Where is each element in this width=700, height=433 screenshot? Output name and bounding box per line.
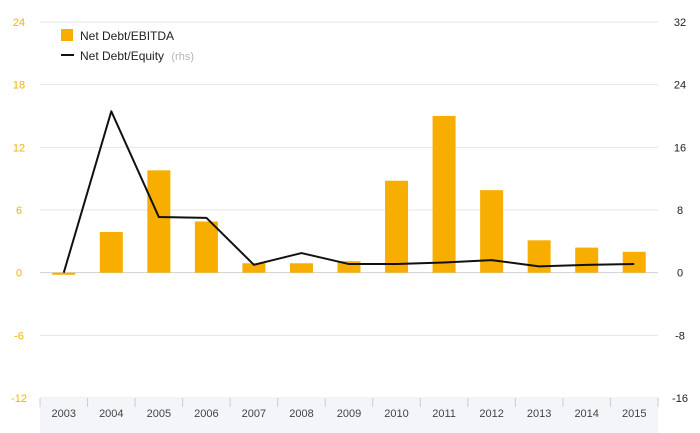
x-tick-label: 2013 <box>527 408 551 420</box>
y-right-tick-label: 8 <box>677 205 683 217</box>
bar-2014 <box>575 247 599 273</box>
y-right-tick-label: 16 <box>674 142 686 154</box>
bar-2013 <box>527 240 551 273</box>
bar-2008 <box>289 263 313 273</box>
x-axis-band <box>40 398 658 433</box>
x-tick-label: 2009 <box>337 408 361 420</box>
bar-2011 <box>432 116 456 273</box>
y-left-tick-label: 0 <box>16 268 22 280</box>
y-left-tick-label: 18 <box>13 80 25 92</box>
bar-2004 <box>99 231 123 273</box>
bar-2007 <box>242 263 266 273</box>
y-left-tick-label: -6 <box>14 330 24 342</box>
x-tick-label: 2003 <box>52 408 76 420</box>
bar-series <box>52 116 646 275</box>
legend: Net Debt/EBITDA Net Debt/Equity (rhs) <box>61 29 194 63</box>
x-tick-label: 2007 <box>242 408 266 420</box>
y-left-tick-label: 12 <box>13 142 25 154</box>
bar-2012 <box>480 190 504 273</box>
bar-2003 <box>52 272 76 275</box>
bar-2010 <box>385 180 409 273</box>
y-left-tick-label: 24 <box>13 17 25 29</box>
y-right-tick-label: 32 <box>674 17 686 29</box>
x-tick-label: 2011 <box>432 408 456 420</box>
bar-2009 <box>337 261 361 273</box>
x-tick-label: 2004 <box>99 408 123 420</box>
legend-swatch-net-debt-ebitda <box>61 29 73 41</box>
y-right-tick-label: 0 <box>677 268 683 280</box>
y-left-ticks: -12 -6 0 6 12 18 24 <box>11 17 27 405</box>
bar-2015 <box>622 251 646 273</box>
x-axis-separators <box>39 398 659 407</box>
x-tick-label: 2014 <box>574 408 598 420</box>
x-tick-label: 2005 <box>147 408 171 420</box>
y-right-tick-label: -16 <box>672 393 688 405</box>
x-axis-ticks: 2003 2004 2005 2006 2007 2008 2009 2010 2011 2012… <box>52 408 647 420</box>
legend-label-net-debt-ebitda: Net Debt/EBITDA <box>80 29 174 43</box>
y-left-tick-label: 6 <box>16 205 22 217</box>
x-tick-label: 2010 <box>384 408 408 420</box>
legend-label-net-debt-equity: Net Debt/Equity (rhs) <box>80 49 194 63</box>
legend-label-rhs: (rhs) <box>171 51 194 63</box>
x-tick-label: 2008 <box>289 408 313 420</box>
y-right-tick-label: 24 <box>674 80 686 92</box>
y-left-tick-label: -12 <box>11 393 27 405</box>
y-right-ticks: -16 -8 0 8 16 24 32 <box>672 17 688 405</box>
bar-2005 <box>147 170 171 273</box>
bar-2006 <box>194 221 218 273</box>
line-series <box>62 110 635 273</box>
x-tick-label: 2012 <box>479 408 503 420</box>
x-tick-label: 2015 <box>622 408 646 420</box>
y-right-tick-label: -8 <box>675 330 685 342</box>
x-tick-label: 2006 <box>194 408 218 420</box>
legend-label-net-debt-equity-name: Net Debt/Equity <box>80 49 164 63</box>
